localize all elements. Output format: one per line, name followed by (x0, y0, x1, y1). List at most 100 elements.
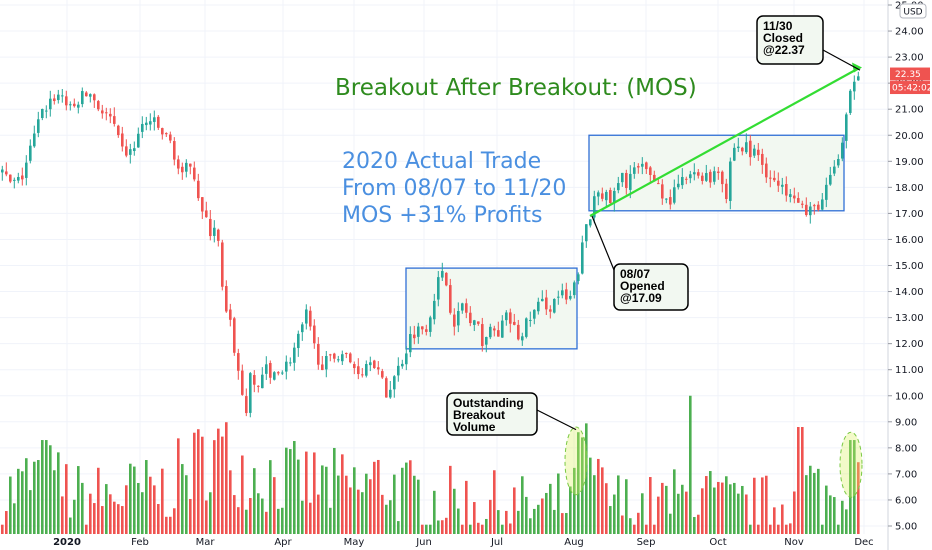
volume-bar (261, 498, 264, 534)
candle-body (269, 362, 272, 378)
volume-bar (489, 499, 492, 534)
volume-bar (289, 449, 292, 534)
candle-body (597, 192, 600, 197)
volume-bar (313, 452, 316, 534)
candle-body (313, 325, 316, 344)
candle-body (321, 364, 324, 371)
candle-body (713, 171, 716, 182)
candle-body (289, 362, 292, 364)
open-trade-callout: 08/07 Opened @17.09 (591, 215, 689, 311)
volume-bar (169, 516, 172, 534)
candle-body (589, 219, 592, 226)
candle-body (657, 183, 660, 185)
volume-bar (729, 484, 732, 534)
volume-bar (749, 524, 752, 534)
candle-body (125, 146, 128, 156)
candle-body (397, 365, 400, 376)
volume-bar (753, 477, 756, 534)
candle-body (565, 289, 568, 300)
time-tick-label: Nov (784, 537, 804, 548)
volume-bar (105, 484, 108, 534)
volume-bar (117, 504, 120, 534)
candle-body (617, 183, 620, 191)
volume-bar (329, 507, 332, 534)
candle-body (149, 121, 152, 125)
time-tick-label: Aug (564, 537, 584, 548)
volume-bar (717, 481, 720, 534)
volume-bar (365, 473, 368, 534)
candle-body (301, 324, 304, 333)
candle-body (357, 366, 360, 375)
volume-bar (669, 513, 672, 534)
volume-bar (773, 507, 776, 534)
volume-bar (649, 477, 652, 534)
volume-bar (461, 524, 464, 534)
volume-bar (13, 503, 16, 534)
candle-body (505, 312, 508, 321)
candle-body (233, 318, 236, 353)
candle-body (217, 229, 220, 241)
volume-bar (385, 504, 388, 534)
callout-box (446, 392, 538, 436)
candle-body (17, 177, 20, 181)
trade-text-line-3: MOS +31% Profits (342, 203, 542, 228)
volume-bar (833, 497, 836, 534)
candle-body (361, 374, 364, 376)
volume-bar (133, 466, 136, 534)
candle-body (793, 195, 796, 199)
volume-bar (129, 463, 132, 534)
volume-bar (477, 522, 480, 534)
volume-bar (805, 475, 808, 534)
candle-body (169, 134, 172, 141)
candle-body (693, 172, 696, 175)
candle-body (853, 81, 856, 92)
volume-bar (165, 516, 168, 534)
volume-bar (837, 524, 840, 534)
volume-bar (89, 493, 92, 534)
volume-bar (305, 451, 308, 534)
volume-bar (425, 524, 428, 534)
candle-body (245, 396, 248, 414)
candle-body (689, 174, 692, 179)
time-tick-label: Sep (637, 537, 656, 548)
candle-body (485, 336, 488, 345)
time-axis[interactable]: 2020 Feb Mar Apr May Jun Jul Aug Sep Oct Nov Dec (53, 537, 874, 548)
candle-body (517, 324, 520, 340)
candle-body (93, 94, 96, 101)
candle-body (257, 385, 260, 387)
volume-bar (725, 476, 728, 534)
currency-box[interactable] (899, 3, 927, 19)
price-tick-label: 10.00 (895, 391, 924, 402)
volume-bar (201, 436, 204, 534)
candle-body (569, 295, 572, 299)
time-tick-label: Dec (854, 537, 873, 548)
volume-bar (685, 491, 688, 534)
candle-body (25, 162, 28, 178)
volume-bar (401, 467, 404, 534)
candle-body (537, 301, 540, 312)
volume-bar (417, 479, 420, 534)
volume-highlight (839, 431, 863, 498)
volume-bar (541, 498, 544, 534)
currency-label[interactable]: USD (899, 3, 927, 19)
countdown-box (890, 81, 930, 95)
candle-body (373, 360, 376, 368)
price-tick-label: 20.00 (895, 131, 924, 142)
candle-body (437, 277, 440, 300)
candle-body (453, 314, 456, 327)
volume-bar (85, 524, 88, 534)
volume-bar (617, 475, 620, 534)
price-tick-label: 19.00 (895, 157, 924, 168)
volume-bar (533, 508, 536, 534)
volume-bar (741, 485, 744, 534)
candle-body (349, 353, 352, 363)
candle-body (9, 174, 12, 182)
candle-body (449, 285, 452, 313)
volume-bar (153, 485, 156, 534)
volume-bar (281, 507, 284, 534)
callout-box (613, 263, 689, 311)
volume-bar (157, 504, 160, 534)
candle-body (61, 95, 64, 97)
consolidation-box-2 (588, 134, 845, 212)
candle-body (553, 298, 556, 313)
